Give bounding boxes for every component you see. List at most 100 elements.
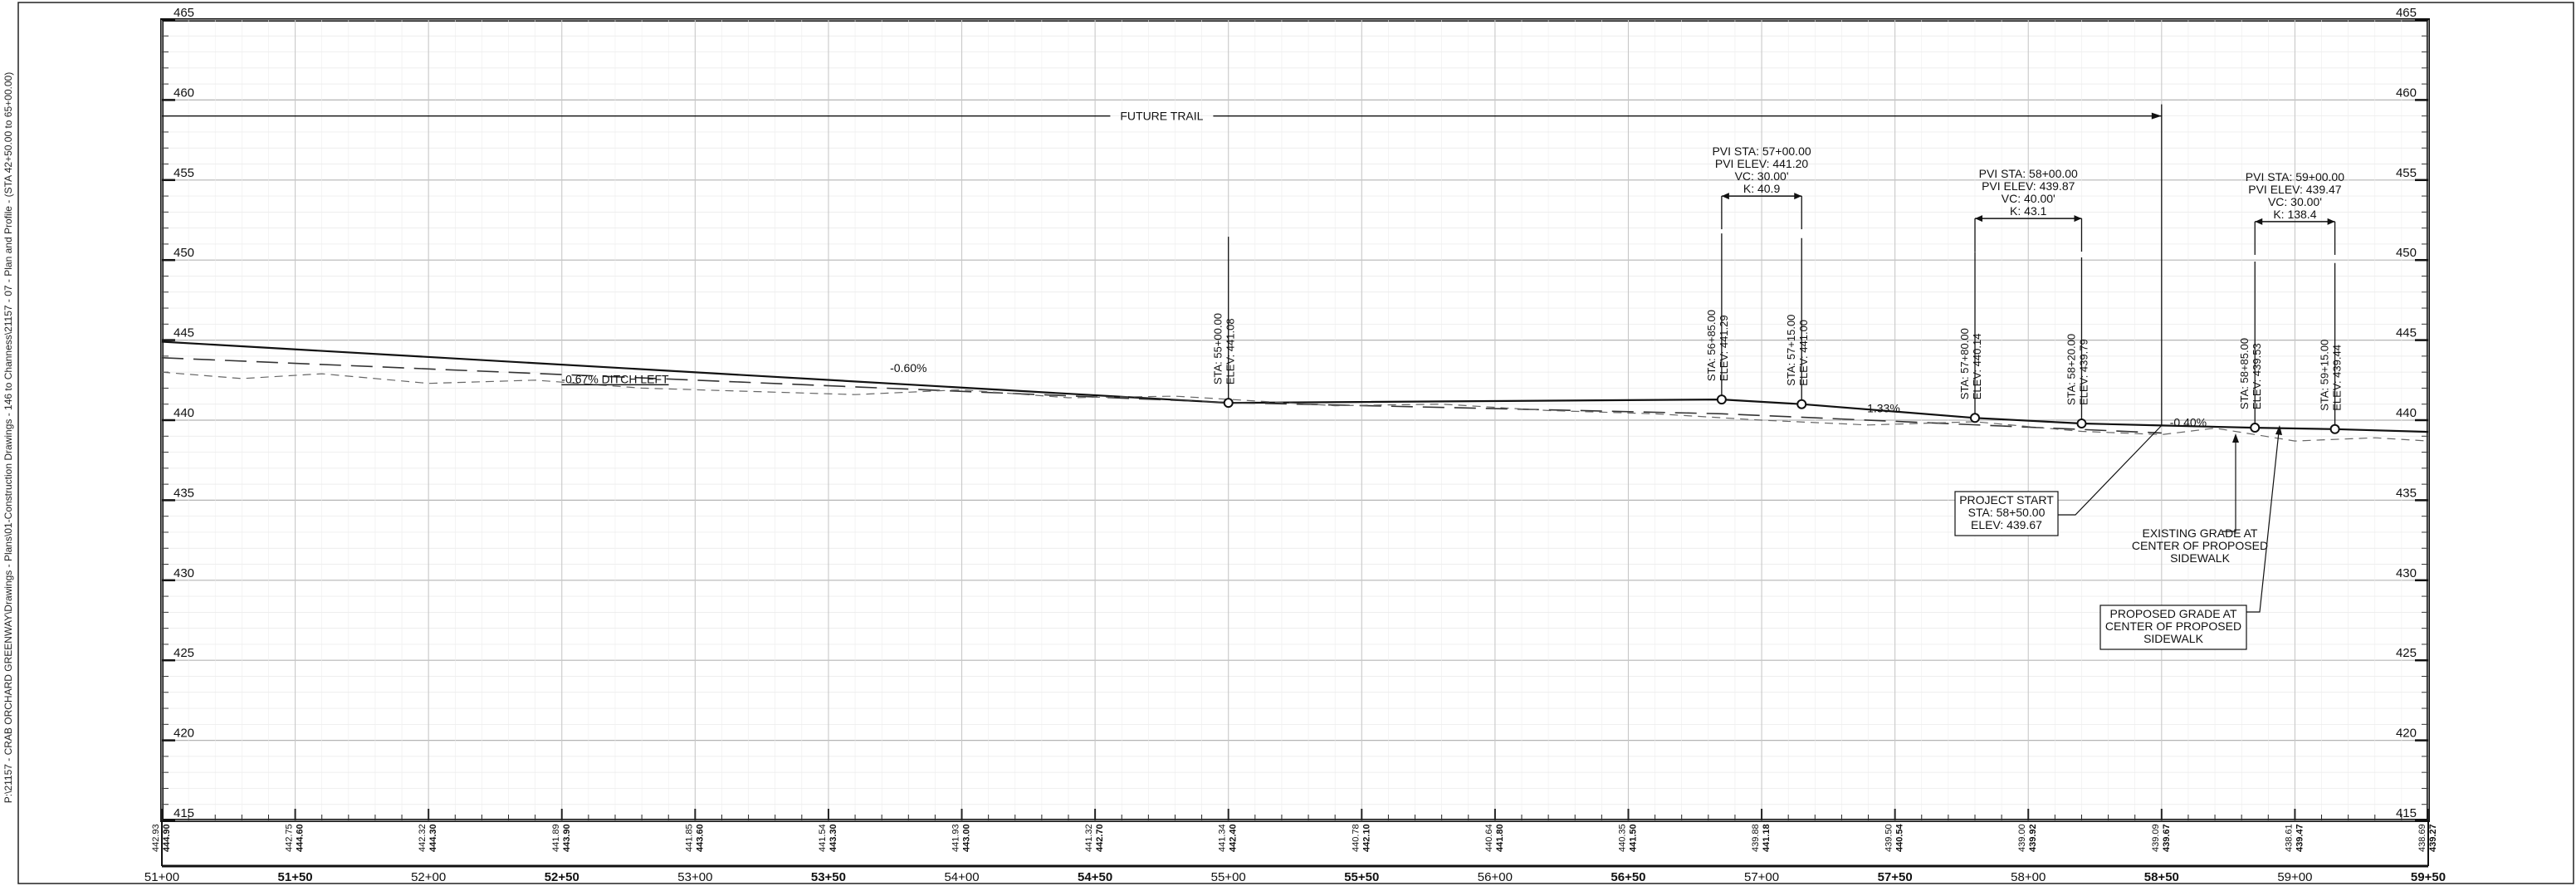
pvi-info-text: VC: 30.00' bbox=[1735, 169, 1789, 183]
project-start-text: PROJECT START bbox=[1959, 493, 2054, 507]
proposed-elevation-label: 439.27 bbox=[2428, 824, 2438, 852]
future-trail-label: FUTURE TRAIL bbox=[1120, 110, 1203, 123]
y-label-left: 430 bbox=[174, 566, 194, 580]
existing-elevation-label: 441.85 bbox=[684, 824, 694, 852]
y-label-right: 445 bbox=[2396, 326, 2417, 340]
station-note-text: STA: 55+00.00 bbox=[1212, 313, 1224, 384]
proposed-elevation-label: 443.30 bbox=[829, 824, 838, 852]
station-label: 57+50 bbox=[1878, 870, 1913, 884]
vc-arrow-right bbox=[2074, 215, 2082, 223]
station-marker bbox=[2076, 419, 2087, 429]
station-marker bbox=[1223, 398, 1234, 409]
proposed-grade-callout-leader bbox=[2246, 431, 2280, 613]
proposed-elevation-label: 441.18 bbox=[1762, 824, 1772, 852]
proposed-elevation-label: 439.92 bbox=[2028, 824, 2038, 852]
pvi-info-text: PVI STA: 58+00.00 bbox=[1979, 167, 2078, 180]
vc-arrow-right bbox=[2327, 218, 2335, 225]
existing-elevation-label: 442.32 bbox=[418, 824, 428, 852]
vc-arrow-left bbox=[1975, 215, 1982, 223]
existing-elevation-label: 440.64 bbox=[1484, 824, 1494, 852]
station-label: 57+00 bbox=[1744, 870, 1779, 884]
existing-grade-callout-leader bbox=[2222, 440, 2236, 532]
station-note-text: ELEV: 441.29 bbox=[1718, 315, 1730, 381]
y-label-left: 465 bbox=[174, 6, 194, 20]
proposed-elevation-label: 439.47 bbox=[2295, 824, 2305, 852]
station-note-text: STA: 59+15.00 bbox=[2319, 340, 2331, 411]
station-note-text: ELEV: 441.08 bbox=[1224, 318, 1237, 384]
proposed-elevation-label: 439.67 bbox=[2162, 824, 2172, 852]
y-label-right: 465 bbox=[2396, 6, 2417, 20]
y-label-right: 420 bbox=[2396, 727, 2417, 741]
proposed-elevation-label: 443.00 bbox=[962, 824, 972, 852]
y-label-left: 450 bbox=[174, 246, 194, 260]
station-note-text: STA: 58+85.00 bbox=[2238, 338, 2251, 409]
station-label: 55+00 bbox=[1211, 870, 1246, 884]
station-label: 56+00 bbox=[1478, 870, 1513, 884]
existing-elevation-label: 442.93 bbox=[151, 824, 161, 852]
station-label: 58+00 bbox=[2011, 870, 2046, 884]
pvi-info-text: PVI STA: 57+00.00 bbox=[1712, 144, 1811, 158]
pvi-info-text: K: 40.9 bbox=[1743, 182, 1781, 195]
y-label-left: 420 bbox=[174, 727, 194, 741]
project-start-text: ELEV: 439.67 bbox=[1971, 518, 2042, 531]
station-label: 59+50 bbox=[2411, 870, 2446, 884]
existing-elevation-label: 441.34 bbox=[1218, 824, 1228, 852]
station-label: 53+00 bbox=[677, 870, 712, 884]
existing-elevation-label: 439.00 bbox=[2017, 824, 2027, 852]
project-start-box bbox=[1954, 491, 2059, 536]
proposed-elevation-label: 444.30 bbox=[428, 824, 438, 852]
y-label-left: 455 bbox=[174, 166, 194, 180]
existing-elevation-label: 441.93 bbox=[951, 824, 961, 852]
y-label-right: 440 bbox=[2396, 406, 2417, 420]
station-marker bbox=[2329, 423, 2340, 434]
station-label: 55+50 bbox=[1344, 870, 1379, 884]
station-label: 51+50 bbox=[278, 870, 313, 884]
y-label-left: 415 bbox=[174, 806, 194, 820]
existing-elevation-label: 441.89 bbox=[551, 824, 561, 852]
proposed-elevation-label: 443.60 bbox=[695, 824, 705, 852]
proposed-elevation-label: 442.10 bbox=[1361, 824, 1371, 852]
existing-elevation-label: 439.09 bbox=[2151, 824, 2161, 852]
grade-label: -0.67% DITCH LEFT bbox=[561, 373, 669, 386]
proposed-grade-arrow bbox=[2275, 425, 2282, 435]
station-note-text: ELEV: 441.00 bbox=[1797, 320, 1810, 386]
y-label-right: 435 bbox=[2396, 486, 2417, 500]
existing-elevation-label: 438.69 bbox=[2417, 824, 2427, 852]
proposed-elevation-label: 441.50 bbox=[1628, 824, 1638, 852]
station-marker bbox=[1796, 399, 1807, 409]
station-marker bbox=[1716, 394, 1727, 405]
existing-grade-callout-text: CENTER OF PROPOSED bbox=[2132, 539, 2268, 552]
station-label: 52+50 bbox=[545, 870, 579, 884]
proposed-elevation-label: 444.90 bbox=[162, 824, 172, 852]
existing-elevation-label: 439.50 bbox=[1884, 824, 1894, 852]
y-label-right: 430 bbox=[2396, 566, 2417, 580]
station-label: 59+00 bbox=[2277, 870, 2312, 884]
future-trail-arrow bbox=[2151, 112, 2162, 120]
pvi-info-text: PVI STA: 59+00.00 bbox=[2246, 170, 2344, 184]
existing-elevation-label: 442.75 bbox=[285, 824, 295, 852]
y-label-right: 455 bbox=[2396, 166, 2417, 180]
station-label: 58+50 bbox=[2144, 870, 2179, 884]
pvi-info-text: K: 43.1 bbox=[2010, 204, 2047, 218]
proposed-elevation-label: 440.54 bbox=[1895, 823, 1905, 852]
station-marker bbox=[2250, 423, 2261, 433]
station-label: 53+50 bbox=[811, 870, 846, 884]
y-label-right: 415 bbox=[2396, 806, 2417, 820]
station-note-text: ELEV: 440.14 bbox=[1971, 334, 1983, 400]
pvi-info-text: K: 138.4 bbox=[2273, 208, 2316, 221]
station-note-text: STA: 57+80.00 bbox=[1958, 328, 1971, 399]
y-label-left: 425 bbox=[174, 646, 194, 660]
station-note-text: STA: 57+15.00 bbox=[1785, 315, 1797, 386]
y-label-left: 460 bbox=[174, 86, 194, 100]
proposed-elevation-label: 441.80 bbox=[1495, 824, 1505, 852]
station-note-text: STA: 56+85.00 bbox=[1705, 310, 1718, 381]
grade-label: -0.60% bbox=[890, 361, 926, 374]
station-note-text: STA: 58+20.00 bbox=[2065, 334, 2077, 405]
grade-label: -0.40% bbox=[2170, 416, 2207, 429]
pvi-info-text: VC: 30.00' bbox=[2268, 195, 2322, 208]
y-label-left: 445 bbox=[174, 326, 194, 340]
station-note-text: ELEV: 439.53 bbox=[2251, 343, 2263, 409]
proposed-elevation-label: 443.90 bbox=[562, 824, 572, 852]
existing-grade-arrow bbox=[2232, 433, 2239, 443]
